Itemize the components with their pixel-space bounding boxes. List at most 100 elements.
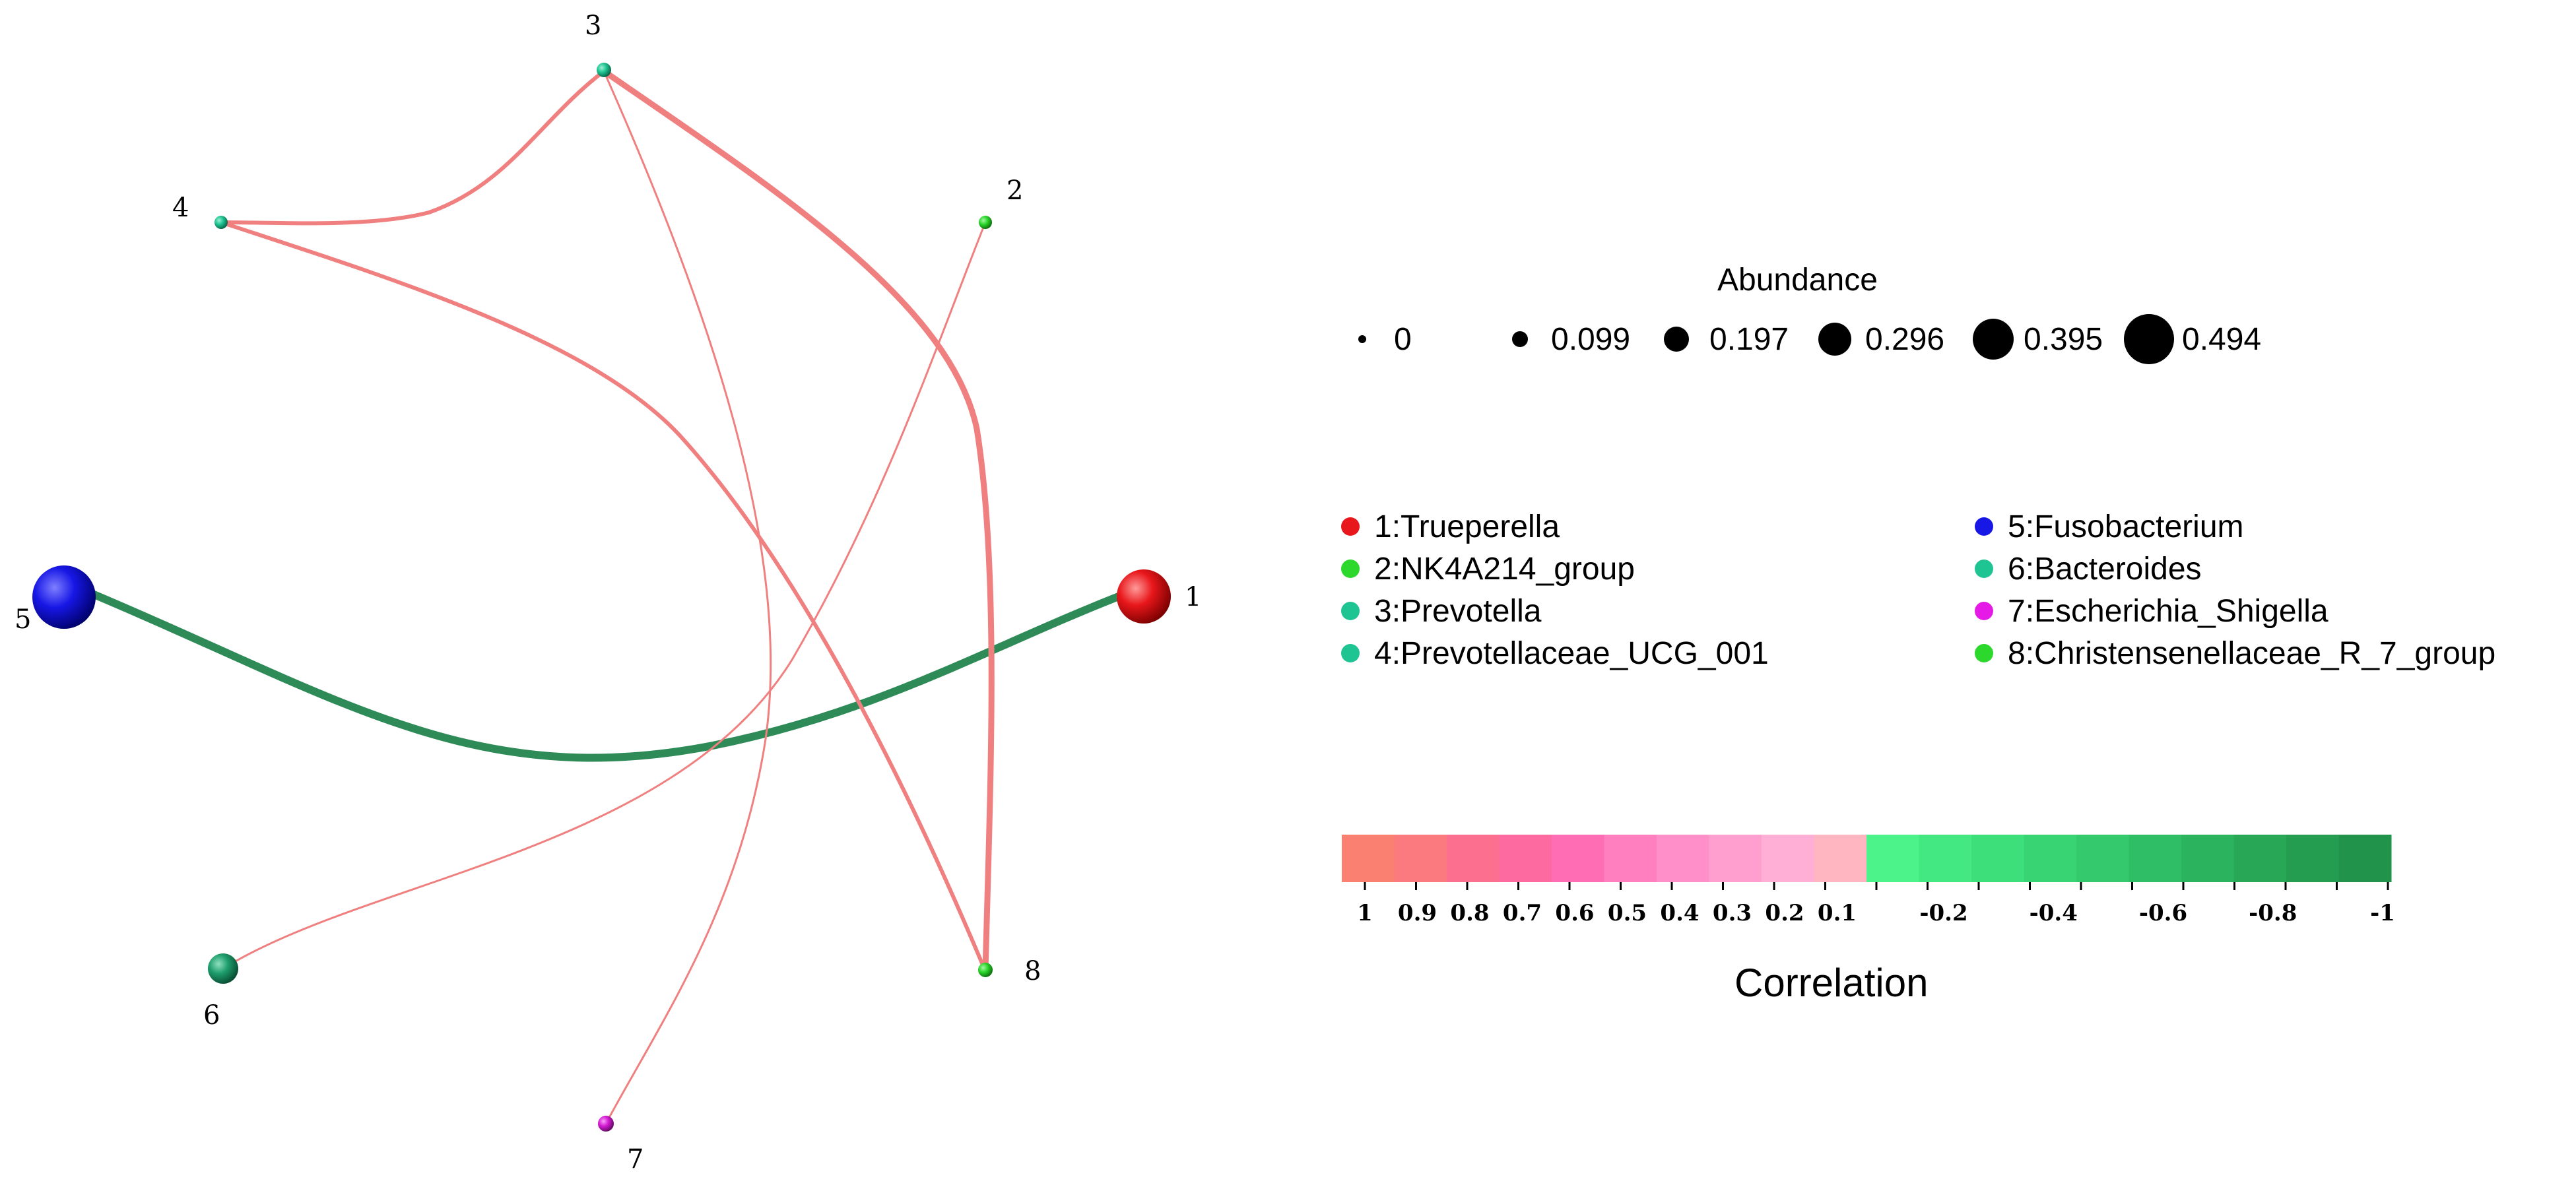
colorbar-tick-label: 0.9: [1398, 900, 1437, 926]
colorbar-segment-negative: [2286, 835, 2339, 882]
colorbar-segment-positive: [1657, 835, 1709, 882]
colorbar-segment-negative: [1919, 835, 1972, 882]
colorbar-tick-label: -1: [2370, 900, 2395, 926]
colorbar-tick-label: 1: [1357, 900, 1373, 926]
colorbar-segment-negative: [2129, 835, 2182, 882]
colorbar-segment-positive: [1447, 835, 1500, 882]
node-label-6: 6: [203, 1000, 220, 1031]
colorbar-segment-negative: [2024, 835, 2077, 882]
taxa-legend-item: 1:Trueperella: [1341, 509, 1560, 544]
colorbar-segment-negative: [2233, 835, 2287, 882]
colorbar-tick-label: 0.7: [1503, 900, 1542, 926]
taxa-legend-item: 8:Christensenellaceae_R_7_group: [1975, 636, 2495, 671]
edge-2-6[interactable]: [222, 222, 987, 970]
colorbar-tick-label: 0.2: [1765, 900, 1804, 926]
node-label-8: 8: [1024, 956, 1041, 986]
network-edges: [90, 69, 1124, 1124]
colorbar-segment-negative: [2076, 835, 2129, 882]
abundance-dot-3: [1818, 323, 1851, 356]
node-label-7: 7: [627, 1144, 644, 1174]
colorbar-tick-label: 0.6: [1555, 900, 1594, 926]
abundance-dot-2: [1664, 327, 1689, 352]
legend-label-6: 6:Bacteroides: [2008, 552, 2202, 587]
legend-dot-8: [1975, 644, 1993, 662]
network-nodes: [32, 63, 1171, 1132]
legend-label-8: 8:Christensenellaceae_R_7_group: [2008, 636, 2495, 671]
node-label-5: 5: [15, 604, 31, 635]
colorbar-segment-positive: [1342, 835, 1395, 882]
colorbar-segment-positive: [1604, 835, 1657, 882]
legend-dot-3: [1341, 602, 1360, 620]
edge-3-8[interactable]: [602, 69, 995, 972]
node-label-1: 1: [1185, 582, 1201, 612]
colorbar-tick-label: 0.8: [1450, 900, 1489, 926]
abundance-value-2: 0.197: [1709, 322, 1789, 357]
correlation-legend: 1 0.9 0.8 0.7 0.6 0.5 0.4 0.3 0.2 0.1 -0.2 -0.4 -0.6…: [1342, 835, 2395, 1005]
edge-5-1[interactable]: [90, 590, 1124, 762]
colorbar-tick-label: 0.3: [1713, 900, 1752, 926]
legend-dot-7: [1975, 602, 1993, 620]
node-4[interactable]: [215, 216, 228, 229]
abundance-value-4: 0.395: [2024, 322, 2103, 357]
colorbar-tick-label: 0.5: [1608, 900, 1647, 926]
edge-4-8[interactable]: [220, 220, 987, 973]
abundance-dot-4: [1973, 319, 2014, 360]
colorbar-segment-negative: [2181, 835, 2234, 882]
colorbar-tick-label: 0.4: [1660, 900, 1699, 926]
taxa-legend-item: 6:Bacteroides: [1975, 552, 2202, 587]
taxa-legend: 1:Trueperella 2:NK4A214_group 3:Prevotel…: [1341, 509, 2495, 671]
node-label-2: 2: [1007, 176, 1023, 206]
edge-3-4[interactable]: [220, 69, 605, 226]
node-7[interactable]: [598, 1116, 614, 1132]
colorbar-tick-label: -0.8: [2249, 900, 2297, 926]
edge-3-7[interactable]: [603, 71, 772, 1124]
node-3[interactable]: [597, 63, 611, 77]
correlation-legend-title: Correlation: [1734, 961, 1928, 1005]
colorbar-tick-label: 0.1: [1818, 900, 1857, 926]
legend-dot-6: [1975, 560, 1993, 578]
colorbar-segment-positive: [1709, 835, 1762, 882]
colorbar-segment-positive: [1762, 835, 1814, 882]
node-1[interactable]: [1117, 569, 1171, 624]
abundance-value-1: 0.099: [1551, 322, 1630, 357]
abundance-dot-5: [2124, 314, 2174, 364]
abundance-value-5: 0.494: [2182, 322, 2261, 357]
abundance-value-0: 0: [1394, 322, 1412, 357]
legend-label-5: 5:Fusobacterium: [2008, 509, 2244, 544]
legend-label-1: 1:Trueperella: [1374, 509, 1560, 544]
colorbar-tick-label: -0.2: [1919, 900, 1967, 926]
node-6[interactable]: [208, 953, 238, 984]
colorbar-tick-label: -0.4: [2030, 900, 2078, 926]
correlation-ticks: 1 0.9 0.8 0.7 0.6 0.5 0.4 0.3 0.2 0.1 -0.2 -0.4 -0.6…: [1357, 882, 2395, 926]
taxa-legend-item: 7:Escherichia_Shigella: [1975, 594, 2328, 629]
taxa-legend-item: 5:Fusobacterium: [1975, 509, 2244, 544]
legend-label-4: 4:Prevotellaceae_UCG_001: [1374, 636, 1769, 671]
abundance-legend: Abundance 0 0.099 0.197 0.296 0.395 0.49…: [1358, 263, 2261, 364]
colorbar-segment-negative: [1866, 835, 1919, 882]
legend-dot-4: [1341, 644, 1360, 662]
node-8[interactable]: [978, 963, 993, 977]
legend-label-2: 2:NK4A214_group: [1374, 552, 1635, 587]
colorbar-segment-positive: [1552, 835, 1604, 882]
node-label-4: 4: [172, 193, 189, 223]
node-5[interactable]: [32, 565, 96, 629]
abundance-value-3: 0.296: [1865, 322, 1944, 357]
colorbar-segment-negative: [2338, 835, 2392, 882]
abundance-dot-1: [1512, 331, 1528, 347]
legend-dot-1: [1341, 517, 1360, 536]
node-labels: 1 2 3 4 5 6 7 8: [15, 11, 1201, 1174]
colorbar-segment-positive: [1394, 835, 1447, 882]
legend-dot-5: [1975, 517, 1993, 536]
taxa-legend-item: 4:Prevotellaceae_UCG_001: [1341, 636, 1769, 671]
legend-label-3: 3:Prevotella: [1374, 594, 1542, 629]
correlation-colorbar: [1342, 835, 2392, 882]
node-label-3: 3: [585, 11, 601, 41]
legend-dot-2: [1341, 560, 1360, 578]
taxa-legend-item: 2:NK4A214_group: [1341, 552, 1635, 587]
node-2[interactable]: [979, 216, 992, 229]
colorbar-segment-negative: [1971, 835, 2024, 882]
colorbar-segment-positive: [1814, 835, 1867, 882]
abundance-legend-title: Abundance: [1717, 263, 1878, 298]
legend-label-7: 7:Escherichia_Shigella: [2008, 594, 2328, 629]
